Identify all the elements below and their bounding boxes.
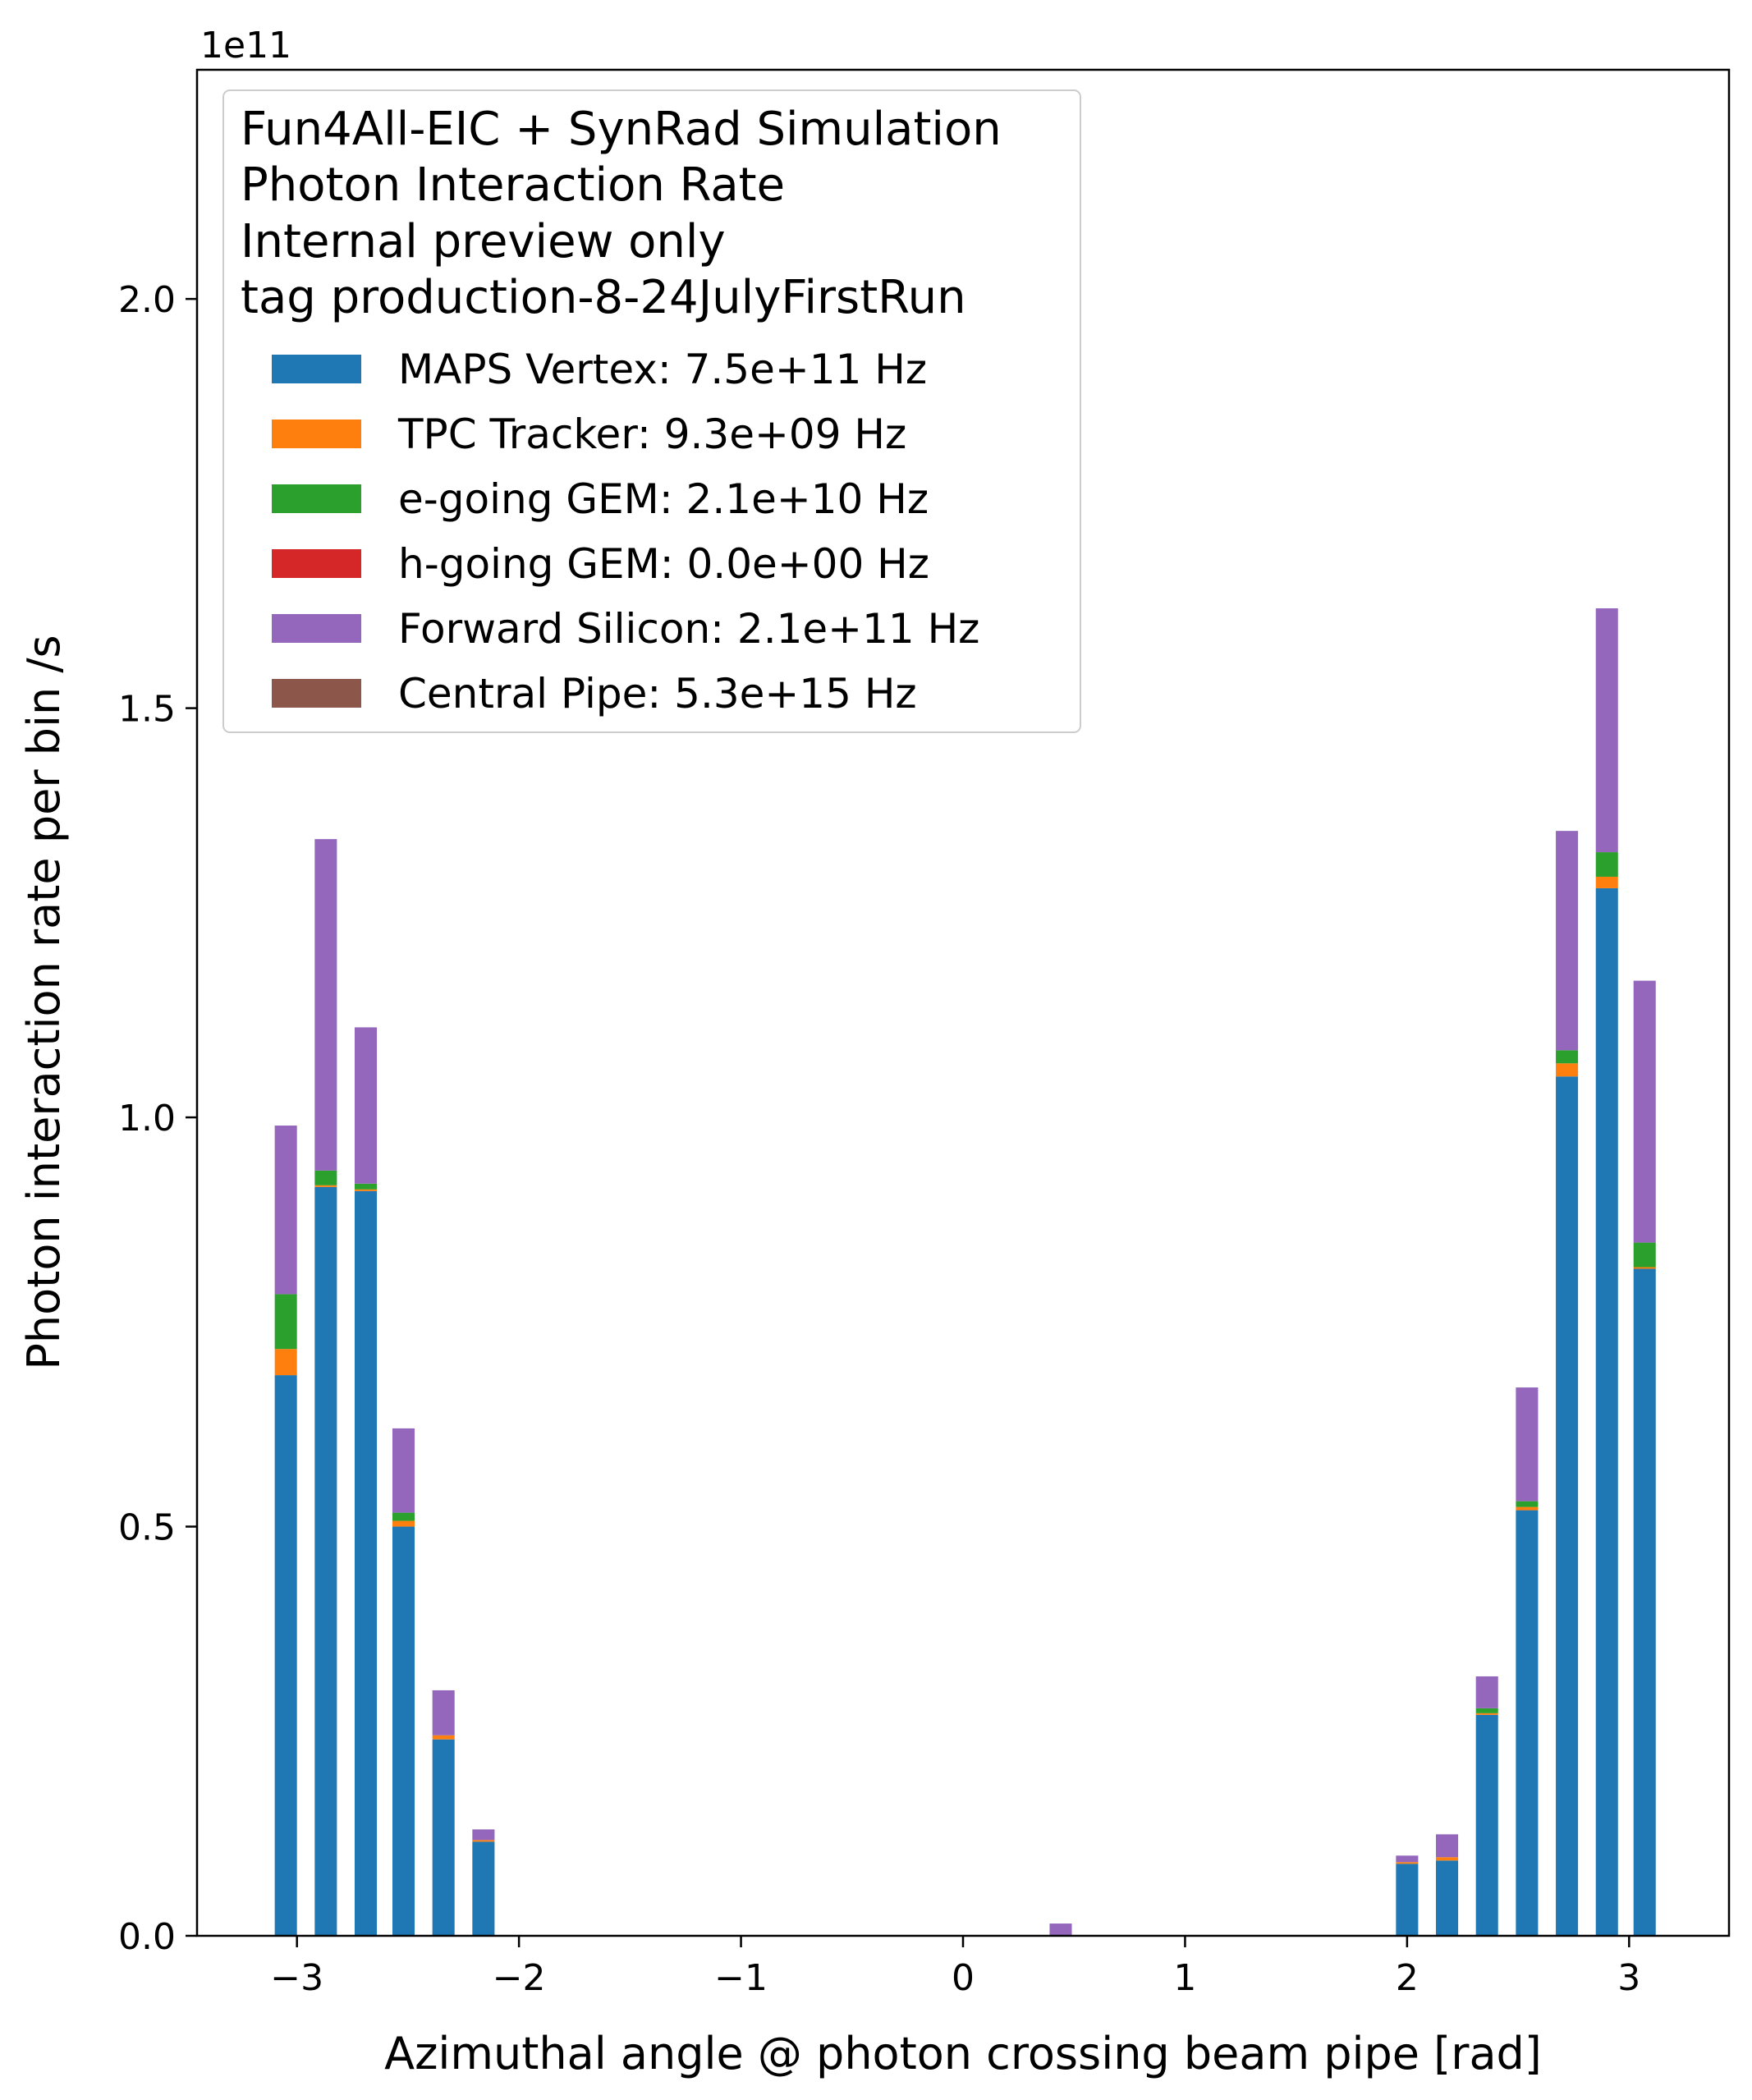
y-tick-label: 2.0 — [118, 279, 176, 321]
legend-title-line: Photon Interaction Rate — [241, 158, 785, 212]
bar-segment — [1396, 1862, 1419, 1864]
x-tick-label: 3 — [1617, 1957, 1640, 1999]
bar-segment — [1436, 1834, 1459, 1858]
bar-segment — [432, 1690, 455, 1735]
legend-title-line: Fun4All-EIC + SynRad Simulation — [241, 103, 1002, 156]
x-tick-label: 0 — [952, 1957, 975, 1999]
ticks-layer: −3 −2 −1 0 1 2 3 0.0 0.5 1.0 1.5 2.0 — [118, 279, 1640, 1999]
bar-segment — [314, 1170, 337, 1185]
legend-entry-label: h-going GEM: 0.0e+00 Hz — [398, 540, 929, 588]
bar-segment — [1516, 1510, 1539, 1936]
legend-entry-label: TPC Tracker: 9.3e+09 Hz — [397, 410, 906, 458]
bar-segment — [1633, 980, 1656, 1243]
x-tick-label: 2 — [1396, 1957, 1419, 1999]
legend-swatch — [272, 355, 361, 383]
x-tick-label: −2 — [493, 1957, 546, 1999]
bar-segment — [314, 839, 337, 1171]
bar-segment — [1556, 1050, 1579, 1064]
bar-segment — [472, 1841, 495, 1936]
y-tick-label: 1.0 — [118, 1098, 176, 1139]
bar-segment — [1516, 1387, 1539, 1502]
bar-segment — [1436, 1857, 1459, 1861]
bar-segment — [472, 1829, 495, 1841]
bar-segment — [1475, 1713, 1498, 1715]
y-offset-label: 1e11 — [200, 25, 291, 66]
bar-segment — [1475, 1714, 1498, 1936]
bar-segment — [392, 1512, 415, 1521]
bar-segment — [472, 1840, 495, 1842]
bar-segment — [1475, 1676, 1498, 1708]
bar-segment — [1633, 1268, 1656, 1936]
legend-swatch — [272, 679, 361, 708]
plot-area-frame — [195, 68, 1731, 1937]
bar-segment — [1595, 852, 1618, 877]
bar-segment — [355, 1189, 378, 1191]
bar-segment — [355, 1183, 378, 1190]
bar-segment — [274, 1349, 297, 1376]
bar-segment — [1049, 1923, 1072, 1936]
bar-segment — [1516, 1506, 1539, 1511]
bar-segment — [274, 1126, 297, 1295]
bar-segment — [1556, 1076, 1579, 1936]
y-axis-label: Photon interaction rate per bin /s — [18, 635, 70, 1369]
bar-segment — [274, 1294, 297, 1350]
bar-segment — [1556, 1063, 1579, 1077]
bar-segment — [392, 1428, 415, 1513]
y-tick-label: 0.5 — [118, 1507, 176, 1549]
x-axis-label: Azimuthal angle @ photon crossing beam p… — [384, 2028, 1542, 2079]
bar-segment — [1556, 831, 1579, 1051]
bars-layer — [274, 608, 1656, 1936]
x-tick-label: −1 — [714, 1957, 768, 1999]
legend-title-line: Internal preview only — [241, 215, 726, 268]
legend-swatch — [272, 420, 361, 448]
legend-entry-label: Forward Silicon: 2.1e+11 Hz — [398, 605, 979, 653]
legend-swatch — [272, 549, 361, 578]
bar-segment — [1396, 1855, 1419, 1863]
x-tick-label: 1 — [1173, 1957, 1196, 1999]
x-tick-label: −3 — [270, 1957, 323, 1999]
bar-segment — [1633, 1267, 1656, 1269]
bar-segment — [1516, 1501, 1539, 1507]
legend-entries: MAPS Vertex: 7.5e+11 Hz TPC Tracker: 9.3e… — [272, 346, 979, 718]
legend-title-line: tag production-8-24JulyFirstRun — [241, 271, 966, 324]
bar-segment — [1475, 1708, 1498, 1713]
legend-swatch — [272, 484, 361, 513]
legend-entry-label: Central Pipe: 5.3e+15 Hz — [398, 670, 917, 718]
bar-segment — [432, 1735, 455, 1740]
bar-segment — [274, 1375, 297, 1936]
y-tick-label: 1.5 — [118, 689, 176, 731]
bar-segment — [314, 1185, 337, 1187]
legend-entry-label: e-going GEM: 2.1e+10 Hz — [398, 475, 929, 523]
bar-segment — [392, 1520, 415, 1527]
y-tick-label: 0.0 — [118, 1916, 176, 1958]
bar-segment — [1396, 1864, 1419, 1936]
bar-segment — [355, 1027, 378, 1184]
bar-segment — [392, 1526, 415, 1936]
legend-swatch — [272, 614, 361, 643]
bar-segment — [1436, 1860, 1459, 1936]
bar-segment — [1595, 887, 1618, 1936]
bar-segment — [355, 1190, 378, 1936]
bar-segment — [1595, 608, 1618, 853]
bar-segment — [314, 1186, 337, 1936]
bar-segment — [432, 1739, 455, 1936]
legend: Fun4All-EIC + SynRad Simulation Photon I… — [222, 89, 1081, 733]
legend-box — [222, 89, 1081, 733]
bar-segment — [1633, 1242, 1656, 1268]
bar-segment — [1595, 876, 1618, 888]
legend-entry-label: MAPS Vertex: 7.5e+11 Hz — [398, 346, 927, 393]
